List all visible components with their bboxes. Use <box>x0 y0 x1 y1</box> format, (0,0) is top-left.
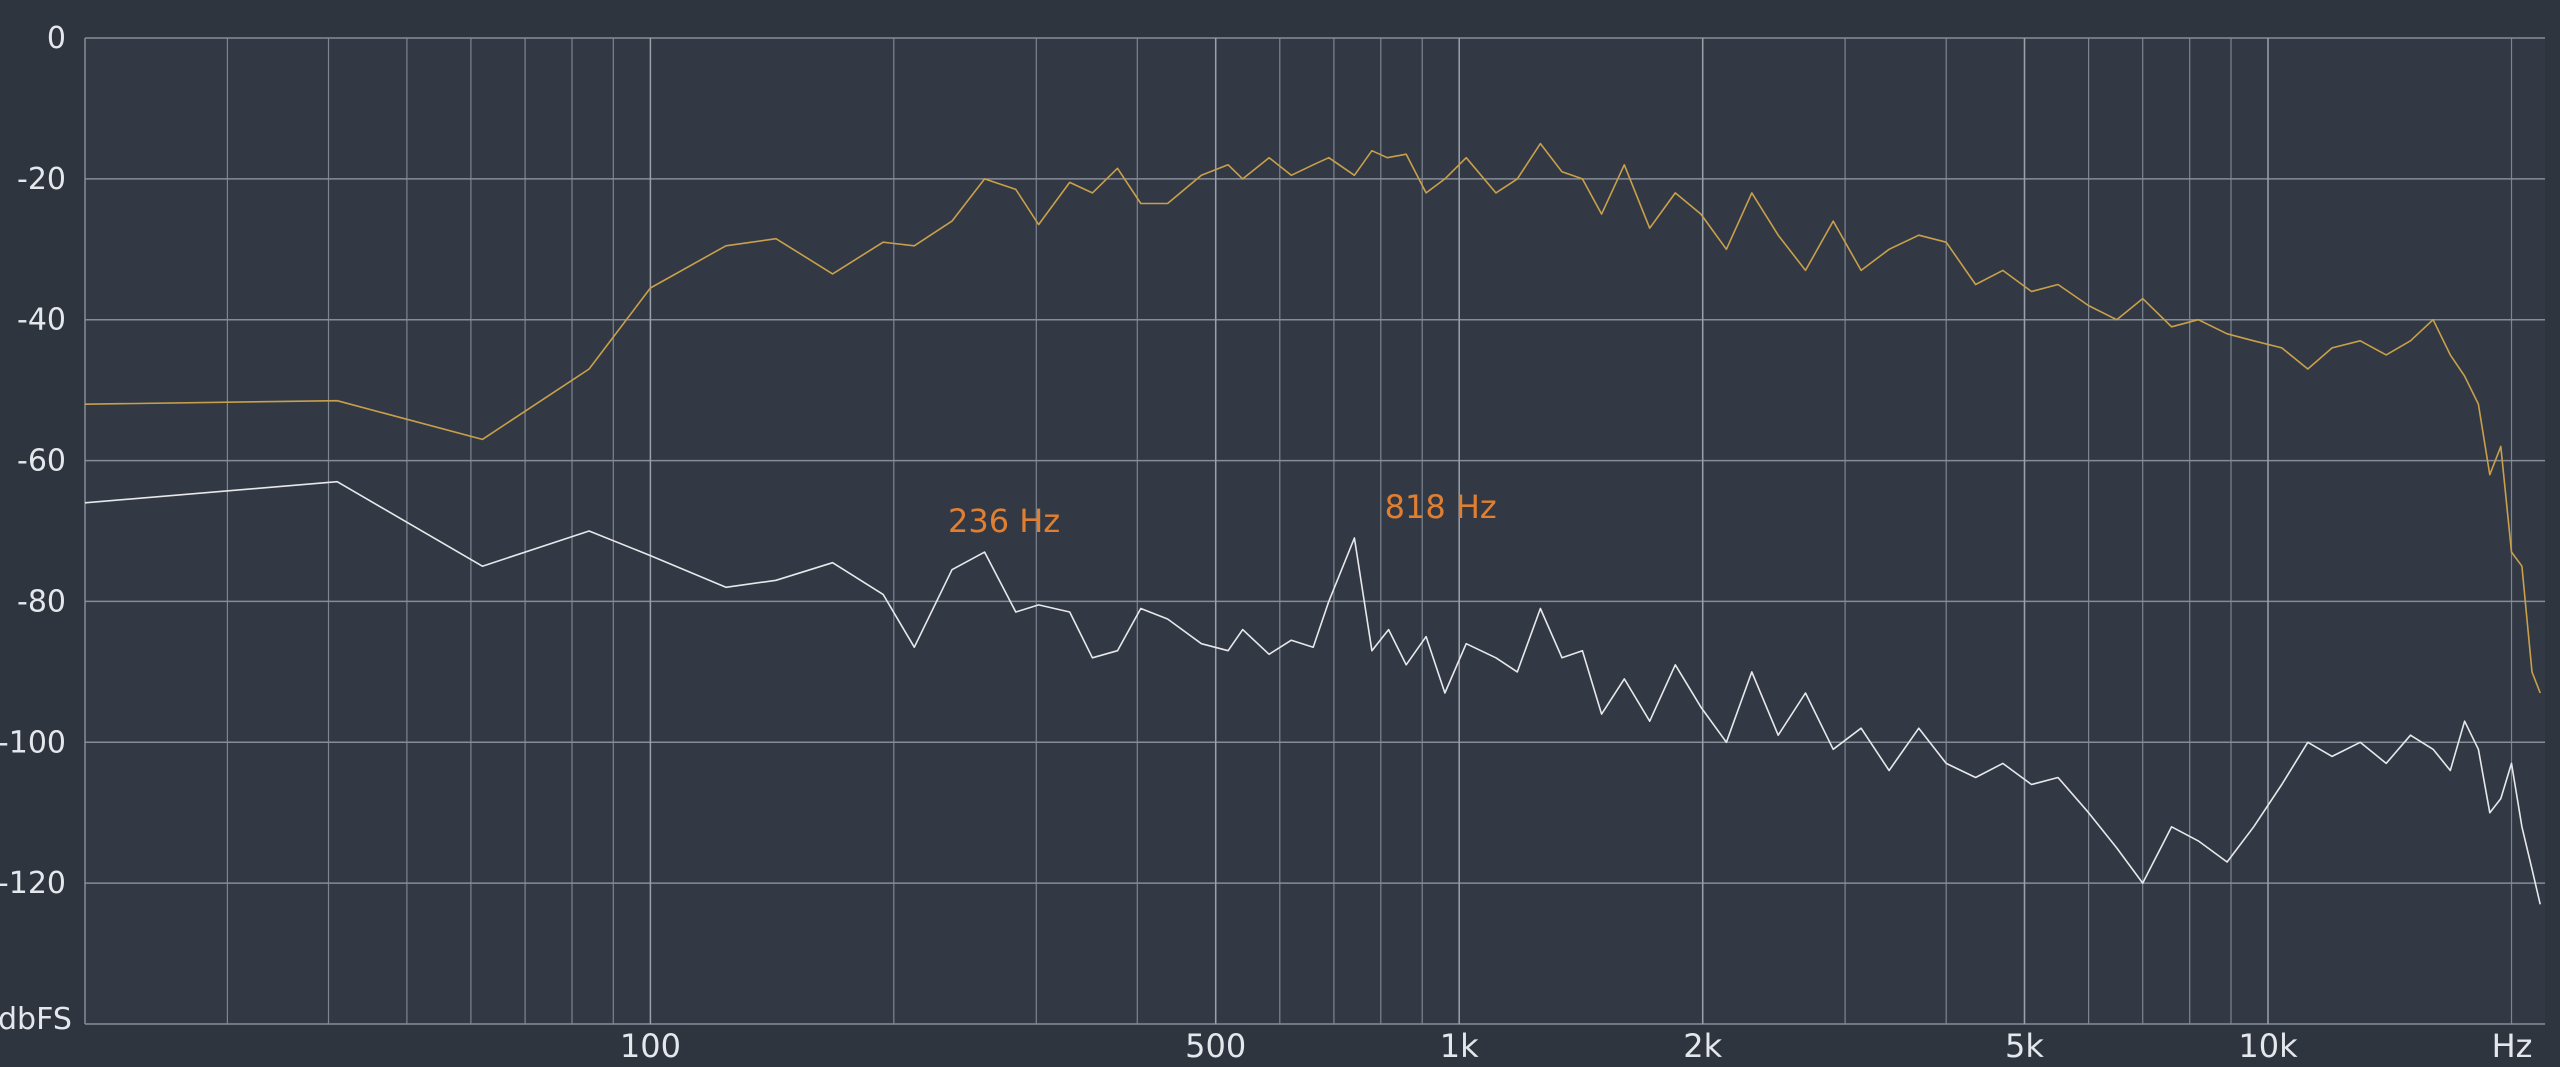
y-tick-label-0: 0 <box>47 21 66 56</box>
peak-annotations: 236 Hz 818 Hz <box>948 488 1497 540</box>
y-tick-label-4: -80 <box>17 584 66 619</box>
peak-label-1: 818 Hz <box>1385 488 1497 526</box>
x-tick-label-1: 500 <box>1185 1027 1246 1065</box>
y-tick-label-6: -120 <box>0 866 66 901</box>
y-tick-label-5: -100 <box>0 725 66 760</box>
x-axis-unit: Hz <box>2492 1027 2533 1065</box>
peak-label-0: 236 Hz <box>948 502 1060 540</box>
series-layer <box>84 142 2541 905</box>
x-axis-tick-labels: 100 500 1k 2k 5k 10k <box>620 1027 2298 1065</box>
y-tick-label-1: -20 <box>17 162 66 197</box>
x-tick-label-0: 100 <box>620 1027 681 1065</box>
series-line-0 <box>84 142 2541 694</box>
x-tick-label-5: 10k <box>2238 1027 2298 1065</box>
y-axis-unit: dbFS <box>0 1002 72 1037</box>
plot-area <box>85 38 2545 1024</box>
x-tick-label-3: 2k <box>1683 1027 1722 1065</box>
y-axis-tick-labels: 0 -20 -40 -60 -80 -100 -120 <box>0 21 66 901</box>
x-tick-label-2: 1k <box>1440 1027 1479 1065</box>
x-tick-label-4: 5k <box>2005 1027 2044 1065</box>
series-line-1 <box>84 480 2541 905</box>
y-tick-label-2: -40 <box>17 303 66 338</box>
y-tick-label-3: -60 <box>17 444 66 479</box>
major-grid <box>84 37 2545 1025</box>
